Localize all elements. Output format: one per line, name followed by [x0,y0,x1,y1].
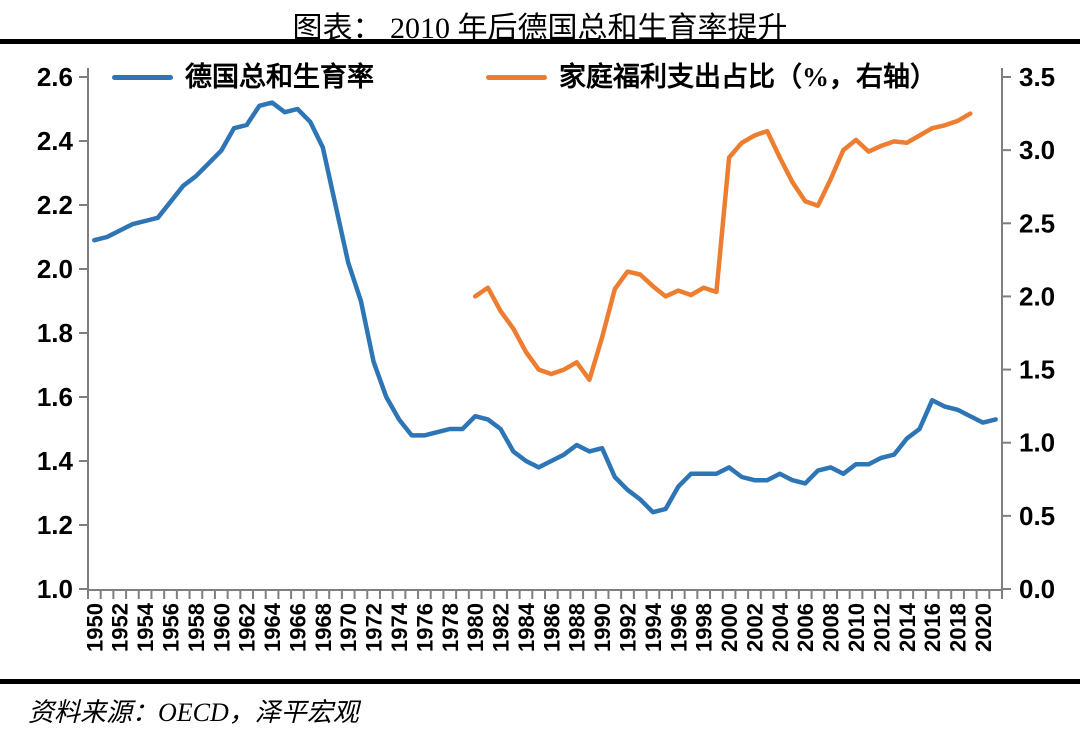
x-axis-tick-label: 2002 [742,603,767,652]
x-axis-tick-label: 2000 [717,603,742,652]
x-axis-tick-label: 1990 [590,603,615,652]
bottom-divider-line [0,679,1080,684]
top-divider-line [0,39,1080,44]
x-axis-tick-label: 1994 [641,602,666,652]
x-axis-tick-label: 2012 [869,603,894,652]
x-axis-tick-label: 1964 [260,602,285,652]
x-axis-tick-label: 1984 [514,602,539,652]
series-line-0 [92,100,998,515]
x-axis-tick-label: 1954 [133,602,158,652]
x-axis-tick-label: 2014 [895,602,920,652]
x-axis-tick-label: 1986 [539,603,564,652]
x-axis-tick-label: 1980 [463,603,488,652]
x-axis-tick-label: 2006 [793,603,818,652]
legend-label-fertility: 德国总和生育率 [185,62,374,92]
x-axis-tick-label: 1972 [362,603,387,652]
x-axis-tick-label: 2004 [768,602,793,652]
source-note: 资料来源：OECD，泽平宏观 [28,698,359,727]
x-axis-tick-label: 2016 [920,603,945,652]
left-axis-tick-label: 1.8 [37,318,73,348]
x-axis-tick-label: 1978 [438,603,463,652]
x-axis-tick-label: 1950 [82,603,107,652]
right-axis-tick-label: 2.0 [1019,281,1055,311]
x-axis-tick-label: 1976 [412,603,437,652]
x-axis-tick-label: 1988 [565,603,590,652]
right-axis-tick-label: 1.0 [1019,428,1055,458]
x-axis-tick-label: 2020 [971,603,996,652]
x-axis-tick-label: 1996 [666,603,691,652]
series-line-1 [472,111,973,383]
right-axis-tick-label: 3.5 [1019,62,1055,92]
left-axis-tick-label: 2.0 [37,254,73,284]
right-axis-tick-label: 3.0 [1019,135,1055,165]
x-axis-tick-label: 1966 [285,603,310,652]
x-axis-tick-label: 1960 [209,603,234,652]
right-axis-tick-label: 0.0 [1019,574,1055,604]
left-axis-tick-label: 1.6 [37,382,73,412]
right-axis-tick-label: 1.5 [1019,355,1055,385]
left-axis-tick-label: 2.4 [37,126,74,156]
legend-item-fertility: 德国总和生育率 [112,61,374,93]
left-axis-tick-label: 1.4 [37,446,74,476]
left-axis-tick-label: 1.0 [37,574,73,604]
right-axis-tick-label: 2.5 [1019,208,1055,238]
welfare-line-swatch [486,74,547,80]
x-axis-tick-label: 1968 [311,603,336,652]
chart-canvas: 1.0 1.2 1.4 1.6 1.8 2.0 2.2 2.4 2.6 0.0 0.5 1.0 1.5 2… [37,62,1055,652]
legend-label-welfare: 家庭福利支出占比（%，右轴） [559,62,937,92]
left-axis-tick-label: 2.2 [37,190,73,220]
x-axis-tick-label: 1958 [184,603,209,652]
x-axis-tick-label: 1970 [336,603,361,652]
x-axis-tick-label: 1982 [489,603,514,652]
x-axis-tick-label: 1992 [616,603,641,652]
x-axis-tick-label: 1952 [108,603,133,652]
x-axis-tick-label: 1998 [692,603,717,652]
right-axis-tick-label: 0.5 [1019,501,1055,531]
legend-item-welfare: 家庭福利支出占比（%，右轴） [486,61,937,93]
x-axis-tick-label: 2010 [844,603,869,652]
x-axis-tick-label: 2018 [946,603,971,652]
x-axis-tick-label: 1962 [235,603,260,652]
x-axis-tick-label: 2008 [819,603,844,652]
x-axis-tick-label: 1956 [159,603,184,652]
left-axis-tick-label: 2.6 [37,62,73,92]
fertility-line-swatch [112,74,173,80]
x-axis-tick-label: 1974 [387,602,412,652]
left-axis-tick-label: 1.2 [37,510,73,540]
